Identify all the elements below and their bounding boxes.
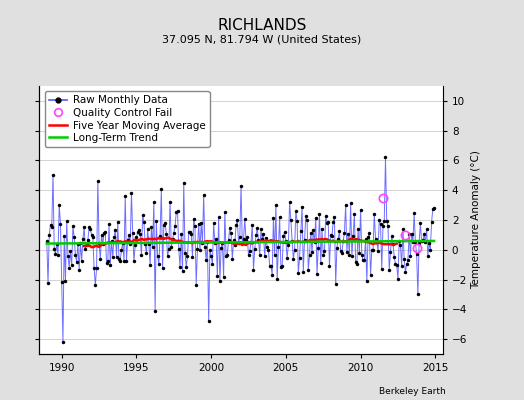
Text: RICHLANDS: RICHLANDS [217,18,307,33]
Y-axis label: Temperature Anomaly (°C): Temperature Anomaly (°C) [472,150,482,290]
Legend: Raw Monthly Data, Quality Control Fail, Five Year Moving Average, Long-Term Tren: Raw Monthly Data, Quality Control Fail, … [45,91,210,147]
Text: Berkeley Earth: Berkeley Earth [379,387,445,396]
Text: 37.095 N, 81.794 W (United States): 37.095 N, 81.794 W (United States) [162,34,362,44]
